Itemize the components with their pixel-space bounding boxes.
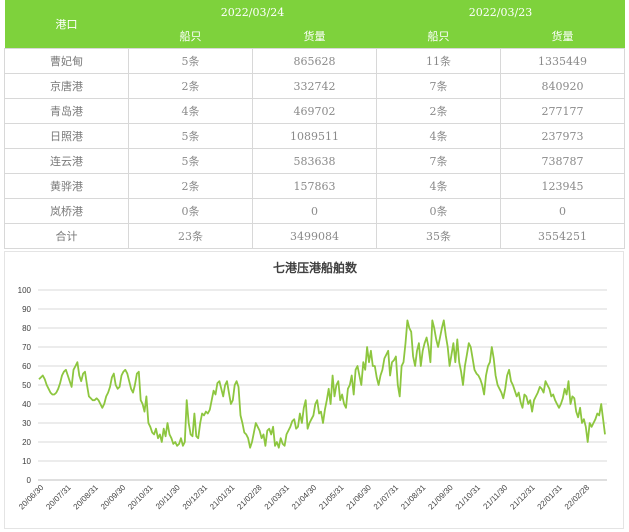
date-header-2: 2022/03/23	[376, 0, 625, 24]
y-tick-label: 0	[27, 476, 32, 485]
ships-day2: 4条	[376, 173, 501, 199]
y-tick-label: 10	[22, 457, 31, 466]
volume-header-2: 货量	[500, 24, 625, 49]
y-tick-label: 90	[22, 305, 31, 314]
ships-header-1: 船只	[128, 24, 253, 49]
x-tick-label: 21/06/30	[345, 483, 374, 512]
x-tick-label: 22/02/28	[563, 483, 592, 512]
x-tick-label: 21/08/31	[399, 483, 428, 512]
table-row: 青岛港 4条 469702 2条 277177	[4, 98, 625, 124]
port-name: 黄骅港	[4, 173, 129, 199]
ships-day1: 2条	[128, 73, 253, 99]
x-tick-label: 21/02/28	[235, 483, 264, 512]
table-row: 日照港 5条 1089511 4条 237973	[4, 123, 625, 149]
ships-day1: 5条	[128, 148, 253, 174]
x-tick-label: 20/06/30	[17, 483, 46, 512]
x-tick-label: 20/11/30	[154, 483, 182, 511]
x-tick-label: 20/12/31	[181, 483, 210, 512]
ships-day2: 0条	[376, 198, 501, 224]
y-tick-label: 70	[22, 343, 31, 352]
x-tick-label: 20/07/31	[44, 483, 73, 512]
port-table: 港口 2022/03/24 2022/03/23 船只 货量 船只 货量 曹妃甸…	[4, 0, 625, 249]
x-tick-label: 21/04/30	[290, 483, 319, 512]
x-tick-label: 21/01/31	[208, 483, 237, 512]
volume-day1: 469702	[252, 98, 377, 124]
table-row: 曹妃甸 5条 865628 11条 1335449	[4, 48, 625, 74]
x-tick-label: 21/10/31	[454, 483, 483, 512]
x-tick-label: 21/03/31	[263, 483, 292, 512]
ships-day2: 2条	[376, 98, 501, 124]
volume-day2: 123945	[500, 173, 625, 199]
y-tick-label: 100	[18, 286, 32, 295]
volume-header-1: 货量	[252, 24, 377, 49]
ships-day2: 35条	[376, 223, 501, 249]
volume-day2: 0	[500, 198, 625, 224]
port-name: 连云港	[4, 148, 129, 174]
y-tick-label: 50	[22, 381, 31, 390]
ships-day2: 7条	[376, 73, 501, 99]
ships-day2: 7条	[376, 148, 501, 174]
ships-day2: 11条	[376, 48, 501, 74]
ships-day2: 4条	[376, 123, 501, 149]
volume-day1: 1089511	[252, 123, 377, 149]
date-header-1: 2022/03/24	[128, 0, 377, 24]
y-tick-label: 20	[22, 438, 31, 447]
x-tick-label: 21/09/30	[426, 483, 455, 512]
x-tick-label: 21/05/31	[317, 483, 346, 512]
volume-day1: 865628	[252, 48, 377, 74]
table-row: 黄骅港 2条 157863 4条 123945	[4, 173, 625, 199]
ships-day1: 0条	[128, 198, 253, 224]
volume-day2: 277177	[500, 98, 625, 124]
y-tick-label: 60	[22, 362, 31, 371]
ships-day1: 4条	[128, 98, 253, 124]
x-tick-label: 22/01/31	[536, 483, 565, 512]
x-tick-label: 21/11/30	[481, 483, 509, 511]
x-tick-label: 20/09/30	[99, 483, 128, 512]
volume-day1: 0	[252, 198, 377, 224]
port-name: 京唐港	[4, 73, 129, 99]
series-line	[38, 319, 606, 449]
y-tick-label: 40	[22, 400, 31, 409]
port-header: 港口	[4, 0, 129, 49]
x-tick-label: 20/10/31	[126, 483, 155, 512]
port-name: 合计	[4, 223, 129, 249]
volume-day2: 237973	[500, 123, 625, 149]
ships-day1: 23条	[128, 223, 253, 249]
volume-day2: 3554251	[500, 223, 625, 249]
x-tick-label: 21/07/31	[372, 483, 401, 512]
x-tick-label: 20/08/31	[72, 483, 101, 512]
y-tick-label: 80	[22, 324, 31, 333]
chart-panel: 七港压港船舶数 0 10 20 30 40 50 60 70 80 90 100 20/06/30 2…	[4, 251, 624, 529]
y-tick-label: 30	[22, 419, 31, 428]
volume-day1: 332742	[252, 73, 377, 99]
volume-day1: 3499084	[252, 223, 377, 249]
chart-title: 七港压港船舶数	[273, 260, 358, 275]
table-row-total: 合计 23条 3499084 35条 3554251	[4, 223, 625, 249]
ships-header-2: 船只	[376, 24, 501, 49]
x-tick-label: 21/12/31	[508, 483, 537, 512]
